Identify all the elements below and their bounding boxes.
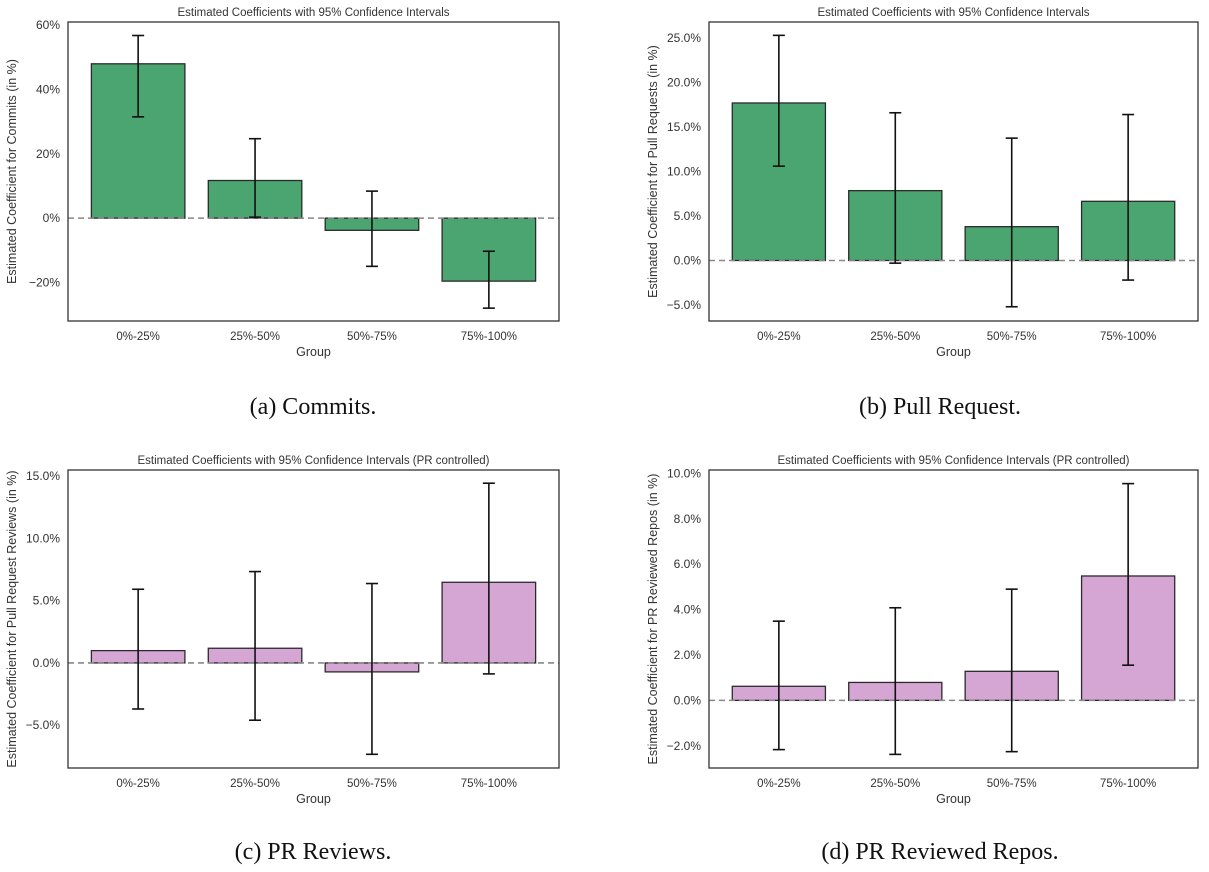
- error-bar-1: [249, 137, 262, 218]
- plot-frame: [67, 21, 560, 322]
- y-tick-label: 40%: [36, 83, 60, 97]
- y-tick-label: 8.0%: [674, 512, 702, 526]
- y-tick-label: 25.0%: [667, 31, 701, 45]
- y-tick-label: 5.0%: [33, 594, 61, 608]
- error-bar-2: [365, 190, 378, 268]
- x-tick-label: 50%-75%: [987, 331, 1037, 343]
- x-tick-label: 50%-75%: [987, 778, 1037, 790]
- y-tick-label: −2.0%: [667, 739, 702, 753]
- plot-frame: [67, 469, 560, 769]
- x-tick-label: 25%-50%: [230, 331, 280, 343]
- chart-title: Estimated Coefficients with 95% Confiden…: [817, 7, 1089, 19]
- y-tick-label: 0.0%: [674, 693, 702, 707]
- x-axis-label: Group: [296, 345, 331, 359]
- x-axis-label: Group: [296, 792, 331, 806]
- chart-1: Estimated Coefficients with 95% Confiden…: [646, 7, 1199, 420]
- chart-title: Estimated Coefficients with 95% Confiden…: [138, 455, 490, 467]
- x-tick-label: 75%-100%: [1100, 331, 1156, 343]
- error-bar-2: [1005, 137, 1018, 308]
- chart-3: Estimated Coefficients with 95% Confiden…: [646, 455, 1199, 865]
- x-axis-label: Group: [936, 792, 971, 806]
- error-bar-0: [132, 34, 145, 118]
- error-bar-1: [889, 111, 902, 264]
- y-tick-label: 60%: [36, 18, 60, 32]
- subfigure-caption: (d) PR Reviewed Repos.: [821, 839, 1058, 865]
- error-bar-1: [249, 570, 262, 722]
- chart-title: Estimated Coefficients with 95% Confiden…: [778, 455, 1130, 467]
- x-tick-label: 50%-75%: [347, 778, 397, 790]
- y-tick-label: 0.0%: [33, 656, 61, 670]
- error-bar-1: [889, 606, 902, 756]
- error-bar-2: [1005, 588, 1018, 753]
- error-bar-3: [482, 482, 495, 675]
- y-tick-label: 15.0%: [667, 120, 701, 134]
- y-tick-label: 15.0%: [26, 469, 60, 483]
- x-tick-label: 25%-50%: [230, 778, 280, 790]
- y-axis-label: Estimated Coefficient for Commits (in %): [5, 59, 19, 284]
- error-bar-2: [365, 582, 378, 756]
- x-tick-label: 75%-100%: [1100, 778, 1156, 790]
- chart-2: Estimated Coefficients with 95% Confiden…: [5, 455, 560, 865]
- chart-0: Estimated Coefficients with 95% Confiden…: [5, 7, 560, 420]
- y-axis-label: Estimated Coefficient for PR Reviewed Re…: [646, 474, 660, 765]
- y-tick-label: 6.0%: [674, 557, 702, 571]
- error-bar-0: [772, 620, 785, 751]
- subfigure-caption: (b) Pull Request.: [859, 394, 1021, 420]
- y-tick-label: 10.0%: [667, 165, 701, 179]
- x-tick-label: 0%-25%: [757, 331, 800, 343]
- plot-frame: [708, 21, 1199, 322]
- x-tick-label: 75%-100%: [461, 331, 517, 343]
- y-tick-label: 20.0%: [667, 76, 701, 90]
- y-tick-label: −5.0%: [667, 298, 702, 312]
- x-tick-label: 0%-25%: [116, 778, 159, 790]
- y-tick-label: 0.0%: [674, 253, 702, 267]
- y-tick-label: 4.0%: [674, 603, 702, 617]
- y-tick-label: 0%: [43, 211, 61, 225]
- y-tick-label: 10.0%: [667, 466, 701, 480]
- error-bar-3: [1122, 113, 1135, 281]
- subfigure-caption: (c) PR Reviews.: [235, 839, 392, 865]
- y-tick-label: 20%: [36, 147, 60, 161]
- y-tick-label: 10.0%: [26, 531, 60, 545]
- error-bar-0: [132, 588, 145, 710]
- chart-title: Estimated Coefficients with 95% Confiden…: [177, 7, 449, 19]
- x-tick-label: 25%-50%: [870, 331, 920, 343]
- y-axis-label: Estimated Coefficient for Pull Requests …: [646, 45, 660, 298]
- x-tick-label: 50%-75%: [347, 331, 397, 343]
- x-tick-label: 0%-25%: [116, 331, 159, 343]
- y-tick-label: 5.0%: [674, 209, 702, 223]
- y-tick-label: −20%: [29, 275, 60, 289]
- plot-frame: [708, 469, 1199, 769]
- x-axis-label: Group: [936, 345, 971, 359]
- x-tick-label: 25%-50%: [870, 778, 920, 790]
- x-tick-label: 75%-100%: [461, 778, 517, 790]
- error-bar-3: [482, 250, 495, 309]
- x-tick-label: 0%-25%: [757, 778, 800, 790]
- error-bar-3: [1122, 482, 1135, 666]
- y-tick-label: −5.0%: [26, 718, 61, 732]
- subfigure-caption: (a) Commits.: [250, 394, 377, 420]
- y-axis-label: Estimated Coefficient for Pull Request R…: [5, 470, 19, 767]
- error-bar-0: [772, 34, 785, 167]
- y-tick-label: 2.0%: [674, 648, 702, 662]
